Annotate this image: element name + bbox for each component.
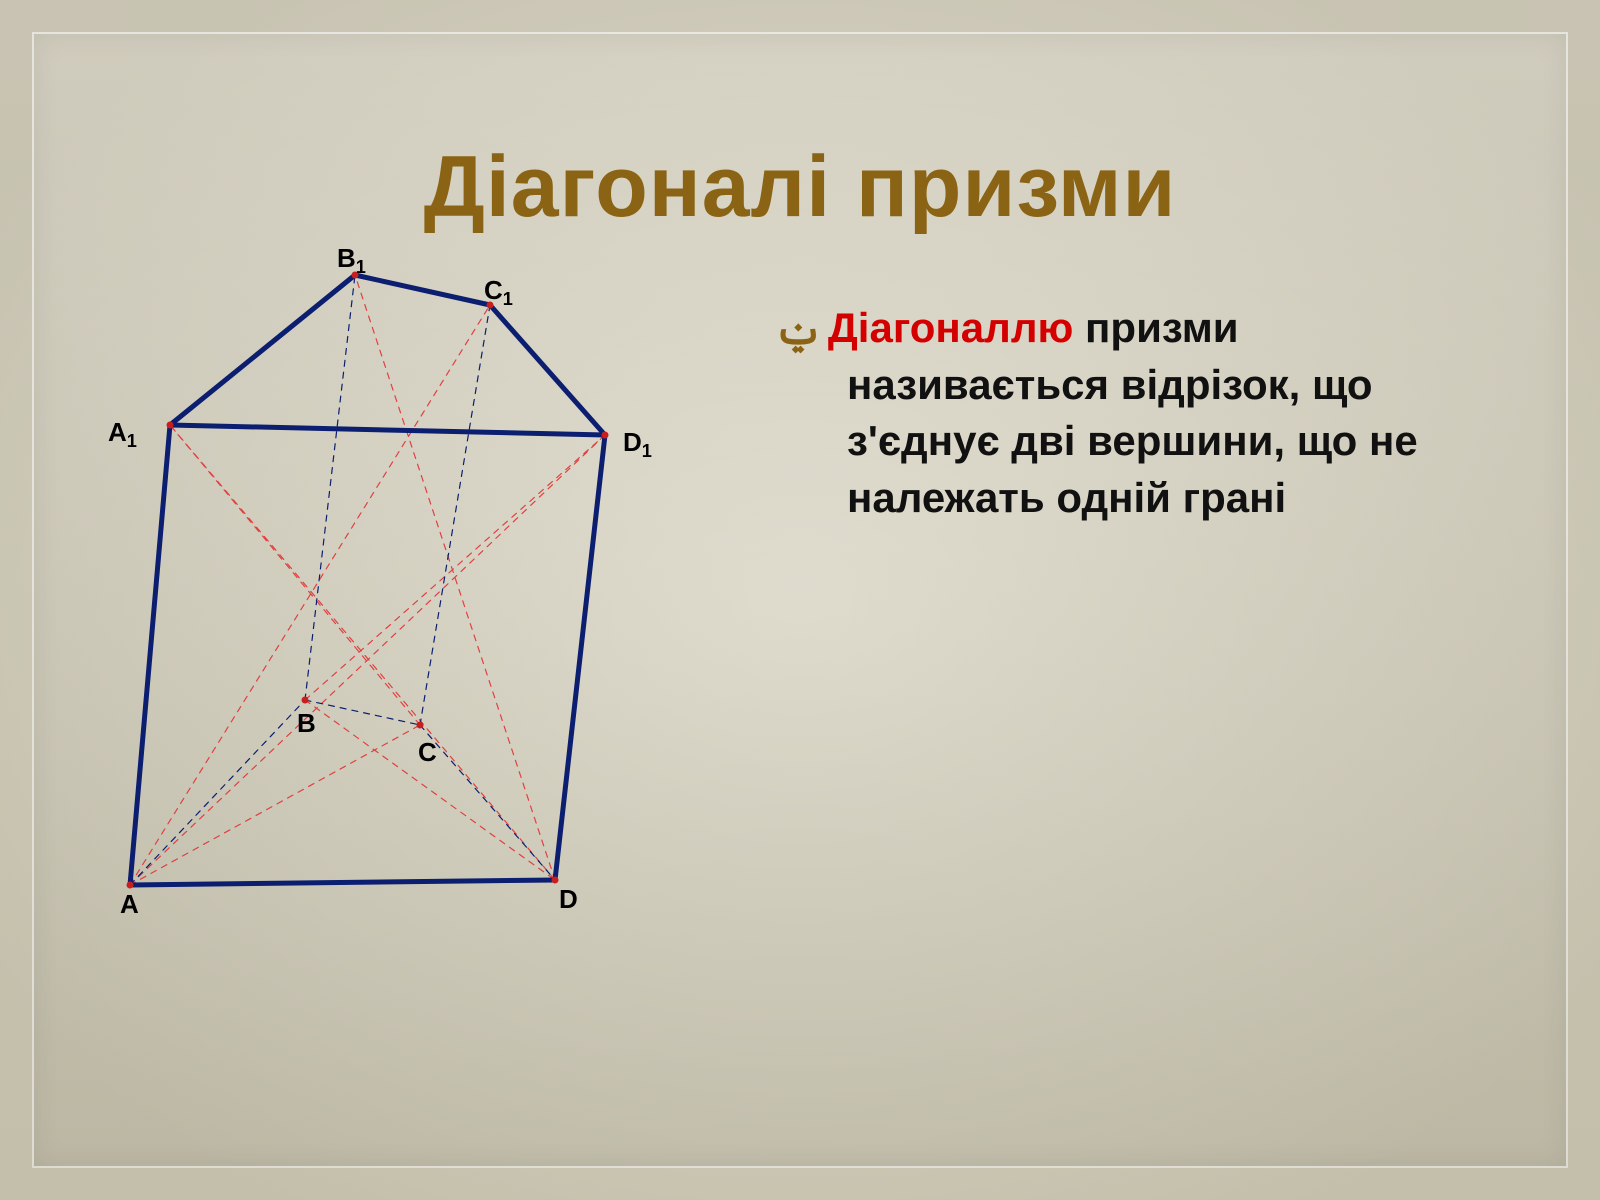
edge-B-D1	[305, 435, 605, 700]
label-B1: B1	[337, 243, 366, 278]
label-B: B	[297, 708, 316, 739]
definition-tail1: призми	[1073, 304, 1238, 351]
edge-B1-C1	[355, 275, 490, 305]
label-D1: D1	[623, 427, 652, 462]
vertex-D	[552, 877, 559, 884]
edge-C-D	[420, 725, 555, 880]
label-A: A	[120, 889, 139, 920]
vertex-A1	[167, 422, 174, 429]
edge-A1-B1	[170, 275, 355, 425]
vertex-B	[302, 697, 309, 704]
definition-rest: називається відрізок, що з'єднує дві вер…	[775, 357, 1475, 527]
edge-C1-D1	[490, 305, 605, 435]
definition-term: Діагоналлю	[828, 304, 1074, 351]
label-C1: C1	[484, 275, 513, 310]
edge-C-C1	[420, 305, 490, 725]
label-C: C	[418, 737, 437, 768]
vertex-C	[417, 722, 424, 729]
vertex-A	[127, 882, 134, 889]
definition-block: ݔ Діагоналлю призми називається відрізок…	[775, 300, 1475, 527]
vertex-D1	[602, 432, 609, 439]
edge-D-D1	[555, 435, 605, 880]
edge-A-D	[130, 880, 555, 885]
prism-diagram	[90, 225, 710, 945]
label-A1: A1	[108, 417, 137, 452]
edge-B-D	[305, 700, 555, 880]
edge-A1-D1	[170, 425, 605, 435]
bullet-icon: ݔ	[775, 304, 822, 358]
edge-A-B	[130, 700, 305, 885]
edge-A-C	[130, 725, 420, 885]
slide-title: Діагоналі призми	[0, 138, 1600, 237]
edge-D-A1	[170, 425, 555, 880]
edge-A-A1	[130, 425, 170, 885]
diagram-container: A B C D A1 B1 C1 D1	[90, 225, 710, 945]
edge-B-B1	[305, 275, 355, 700]
label-D: D	[559, 884, 578, 915]
edge-C-A1	[170, 425, 420, 725]
